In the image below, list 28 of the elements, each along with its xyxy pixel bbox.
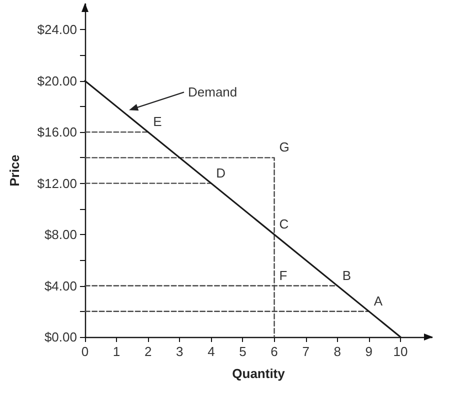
annotation: G: [279, 140, 290, 155]
y-tick-label: $24.00: [37, 22, 77, 38]
x-tick-label: 1: [112, 344, 120, 359]
x-tick-label: 3: [176, 344, 184, 359]
y-tick-label: $20.00: [37, 73, 77, 88]
x-tick-label: 8: [334, 344, 341, 359]
x-tick-label: 2: [144, 344, 152, 359]
annotation: Demand: [188, 84, 238, 100]
annotation: C: [279, 216, 289, 232]
x-tick-label: 10: [393, 344, 408, 359]
y-tick-label: $4.00: [44, 278, 77, 294]
x-tick-label: 0: [81, 344, 89, 359]
annotation: F: [279, 268, 288, 283]
annotation: E: [153, 114, 162, 130]
annotation: B: [342, 268, 352, 283]
x-tick-label: 5: [239, 344, 246, 359]
x-tick-label: 4: [208, 344, 215, 359]
x-tick-label: 9: [365, 344, 373, 359]
y-tick-label: $12.00: [37, 176, 77, 191]
y-tick-label: $8.00: [44, 227, 77, 242]
x-tick-label: 7: [302, 344, 310, 359]
y-tick-label: $0.00: [44, 330, 77, 344]
annotation: A: [374, 293, 383, 308]
y-axis-title: Price: [7, 154, 22, 186]
x-axis-title: Quantity: [232, 366, 286, 381]
annotation: D: [216, 165, 226, 180]
x-tick-label: 6: [270, 344, 278, 359]
y-tick-label: $16.00: [37, 124, 77, 140]
